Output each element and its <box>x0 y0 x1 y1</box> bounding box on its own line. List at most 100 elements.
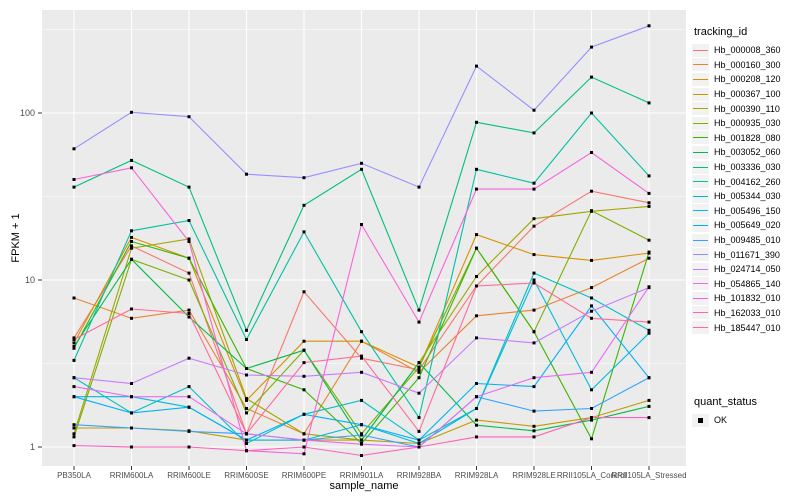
legend-key-icon <box>692 291 709 305</box>
data-point <box>72 346 76 350</box>
data-point <box>130 395 133 399</box>
legend-label: Hb_000390_110 <box>714 103 780 114</box>
data-point <box>130 158 133 162</box>
data-point <box>590 418 593 422</box>
data-point <box>130 229 133 233</box>
data-point <box>130 445 133 449</box>
data-point <box>590 407 593 410</box>
data-point <box>187 237 191 241</box>
data-point <box>647 174 651 178</box>
data-point <box>532 330 536 334</box>
data-point <box>187 240 191 243</box>
data-point <box>532 187 536 191</box>
data-point <box>72 435 76 439</box>
data-point <box>72 296 76 300</box>
data-point <box>417 445 421 449</box>
data-point <box>72 147 76 151</box>
data-point <box>475 407 478 410</box>
legend-title: tracking_id <box>694 26 748 38</box>
legend-item-Hb_054865_140: Hb_054865_140 <box>692 277 798 292</box>
data-point <box>302 230 306 234</box>
data-point <box>72 178 76 181</box>
legend-key-icon <box>692 145 709 159</box>
y-tick-label: 10 <box>25 275 35 285</box>
legend-key-icon <box>692 43 709 57</box>
legend-item-Hb_000390_110: Hb_000390_110 <box>692 101 798 116</box>
legend-key-icon <box>692 131 709 145</box>
data-point <box>647 204 651 208</box>
quant-status-item: OK <box>692 413 798 428</box>
legend-line-swatch <box>693 195 708 197</box>
data-point <box>417 429 421 433</box>
legend-line-swatch <box>693 78 708 80</box>
data-point <box>187 219 191 222</box>
data-point <box>417 320 421 324</box>
data-points <box>72 24 651 457</box>
data-point <box>245 411 248 415</box>
data-point <box>72 358 76 362</box>
data-point <box>360 454 363 457</box>
data-point <box>532 341 536 345</box>
legend-label: Hb_001828_080 <box>714 132 781 143</box>
data-point <box>417 376 421 380</box>
data-point <box>360 398 363 402</box>
x-tick-label-RRIM600PE: RRIM600PE <box>282 471 326 480</box>
data-point <box>532 409 536 413</box>
data-point <box>475 275 478 278</box>
legend-item-Hb_162033_010: Hb_162033_010 <box>692 306 798 321</box>
legend-key-icon <box>692 175 709 189</box>
data-point <box>130 244 133 248</box>
data-point <box>130 110 133 114</box>
data-point <box>590 151 593 154</box>
legend-label: Hb_004162_260 <box>714 176 781 187</box>
legend-key-icon <box>692 321 709 335</box>
data-point <box>647 328 651 332</box>
data-point <box>360 354 363 358</box>
legend-line-swatch <box>693 49 708 51</box>
data-point <box>532 253 536 257</box>
data-point <box>417 370 421 374</box>
legend-key-icon <box>692 204 709 218</box>
data-point <box>475 284 478 288</box>
data-point <box>72 444 76 448</box>
data-point <box>72 345 76 348</box>
data-point <box>302 290 306 294</box>
legend-key-icon <box>692 189 709 203</box>
legend-item-Hb_000160_300: Hb_000160_300 <box>692 58 798 73</box>
data-point <box>532 424 536 428</box>
legend-label: Hb_000935_030 <box>714 118 781 129</box>
legend-item-Hb_101832_010: Hb_101832_010 <box>692 291 798 306</box>
legend-item-Hb_000367_100: Hb_000367_100 <box>692 87 798 102</box>
legend-item-Hb_004162_260: Hb_004162_260 <box>692 174 798 189</box>
data-point <box>532 271 536 275</box>
legend-line-swatch <box>693 224 708 226</box>
data-point <box>417 185 421 189</box>
x-tick-label-RRIM600LE: RRIM600LE <box>167 471 211 480</box>
data-point <box>532 435 536 439</box>
data-point <box>360 167 363 171</box>
data-point <box>417 368 421 372</box>
legend-item-Hb_011671_390: Hb_011671_390 <box>692 247 798 262</box>
data-point <box>130 257 133 261</box>
data-point <box>245 438 248 442</box>
legend-line-swatch <box>693 122 708 124</box>
data-point <box>417 438 421 442</box>
axis-ticks <box>38 112 650 470</box>
legend-items: Hb_000008_360 Hb_000160_300 Hb_000208_120 H… <box>692 43 798 335</box>
legend-line-swatch <box>693 283 708 285</box>
legend-key-icon <box>692 72 709 86</box>
data-point <box>532 224 536 228</box>
data-point <box>130 382 133 385</box>
x-tick-label-PB350LA: PB350LA <box>57 471 91 480</box>
legend-key-icon <box>692 218 709 232</box>
data-point <box>72 336 76 340</box>
data-point <box>245 373 248 377</box>
legend-label: Hb_011671_390 <box>714 249 780 260</box>
x-tick-label-RRIM600LA: RRIM600LA <box>110 471 154 480</box>
legend-line-swatch <box>693 137 708 139</box>
data-point <box>72 185 76 189</box>
data-point <box>302 432 306 436</box>
data-point <box>590 304 593 308</box>
legend-key-icon <box>692 248 709 262</box>
